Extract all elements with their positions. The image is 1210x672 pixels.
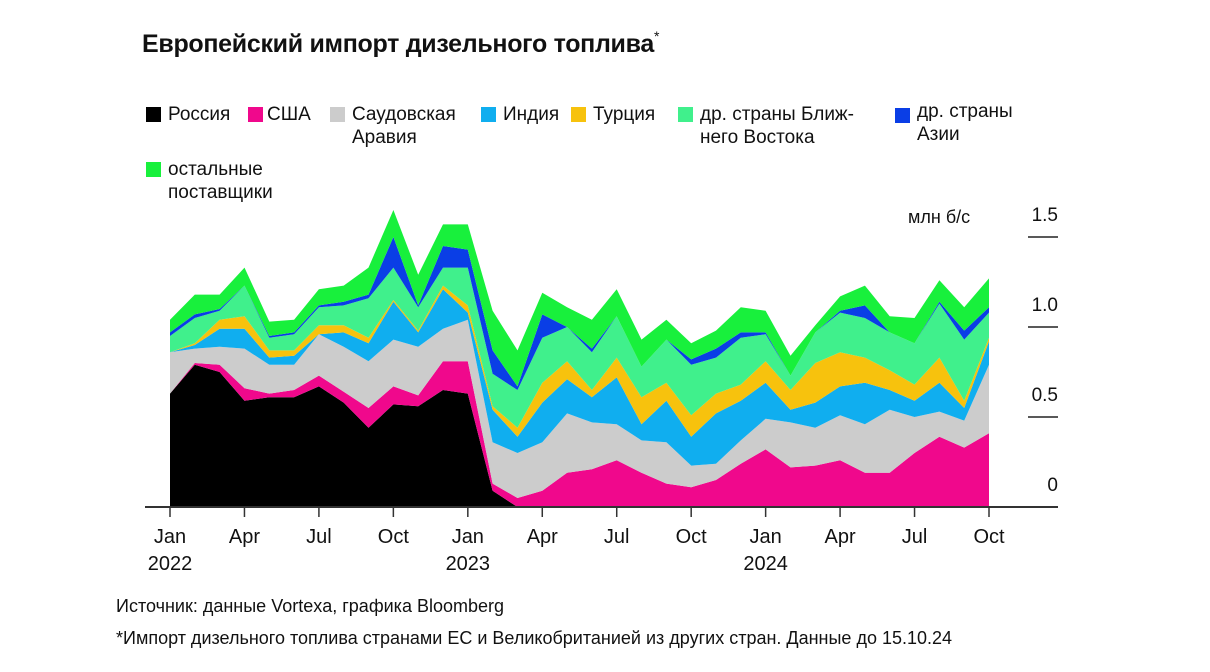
x-tick-label-year: 2022 [147, 553, 193, 575]
area-series-0 [170, 364, 989, 507]
x-tick-label-month: Oct [675, 526, 707, 548]
x-tick-label-month: Apr [824, 526, 856, 548]
legend-item-saudi: Саудовская Аравия [330, 103, 456, 149]
legend-item-middle-east: др. страны Ближ- него Востока [678, 103, 854, 149]
legend-label-turkey: Турция [593, 104, 656, 125]
legend-swatch-india [481, 107, 496, 122]
legend-swatch-middle-east [678, 107, 693, 122]
legend-item-india: Индия [481, 103, 559, 126]
x-tick-marks [169, 507, 990, 517]
footnote: *Импорт дизельного топлива странами ЕС и… [116, 628, 953, 648]
y-tick-label: 1.5 [1031, 205, 1058, 226]
x-tick-label-month: Jan [153, 526, 187, 548]
x-tick-label-month: Jul [306, 526, 332, 548]
area-series-1 [170, 361, 989, 507]
legend-swatch-usa [248, 107, 263, 122]
y-gridlines [145, 236, 1058, 508]
area-series-5 [170, 267, 989, 428]
legend-label-asia-line1: др. страны [917, 101, 1013, 122]
area-series-7 [170, 210, 989, 387]
chart-title-text: Европейский импорт дизельного топлива [142, 30, 654, 58]
x-tick-label-month: Oct [377, 526, 409, 548]
legend-item-others: остальные поставщики [146, 158, 273, 204]
x-tick-label-year: 2024 [743, 553, 788, 575]
source-note: Источник: данные Vortexa, графика Bloomb… [116, 596, 505, 616]
legend-label-usa: США [267, 104, 311, 125]
x-tick-label-month: Jul [901, 526, 928, 548]
legend-swatch-others [146, 162, 161, 177]
legend-swatch-turkey [571, 107, 586, 122]
x-tick-label-month: Apr [228, 526, 261, 548]
legend-label-asia-line2: Азии [917, 124, 960, 145]
x-tick-label-year: 2023 [445, 553, 491, 575]
chart-title: Европейский импорт дизельного топлива* [142, 28, 660, 59]
x-tick-label-month: Jan [451, 526, 484, 548]
legend-item-turkey: Турция [571, 103, 655, 126]
area-series-3 [170, 289, 989, 466]
legend-label-others-line2: поставщики [168, 182, 273, 203]
legend-item-asia: др. страны Азии [895, 100, 1013, 146]
legend-swatch-asia [895, 108, 910, 123]
legend-swatch-saudi [330, 107, 345, 122]
x-tick-label-month: Jul [603, 526, 630, 548]
legend-label-middle-east-line1: др. страны Ближ- [700, 104, 854, 125]
legend-label-saudi-line1: Саудовская [352, 104, 456, 125]
legend-label-india: Индия [503, 104, 560, 125]
legend-label-others-line1: остальные [168, 159, 263, 180]
legend-label-saudi-line2: Аравия [352, 127, 417, 148]
y-tick-label: 0 [1047, 475, 1058, 496]
y-tick-label: 1.0 [1031, 295, 1058, 316]
x-tick-label-month: Apr [526, 526, 558, 548]
legend-swatch-russia [146, 107, 161, 122]
legend-label-middle-east-line2: него Востока [700, 127, 815, 148]
y-axis-unit-label: млн б/с [908, 207, 971, 227]
legend-item-russia: Россия [146, 103, 230, 126]
title-footnote-marker: * [653, 28, 660, 44]
area-series-4 [170, 285, 989, 437]
legend-item-usa: США [248, 103, 311, 126]
x-tick-label-month: Oct [973, 526, 1005, 548]
y-tick-label: 0.5 [1031, 385, 1058, 406]
area-series-2 [170, 319, 989, 498]
legend-label-russia: Россия [168, 104, 231, 125]
x-tick-label-month: Jan [749, 526, 782, 548]
stacked-areas [170, 210, 989, 507]
